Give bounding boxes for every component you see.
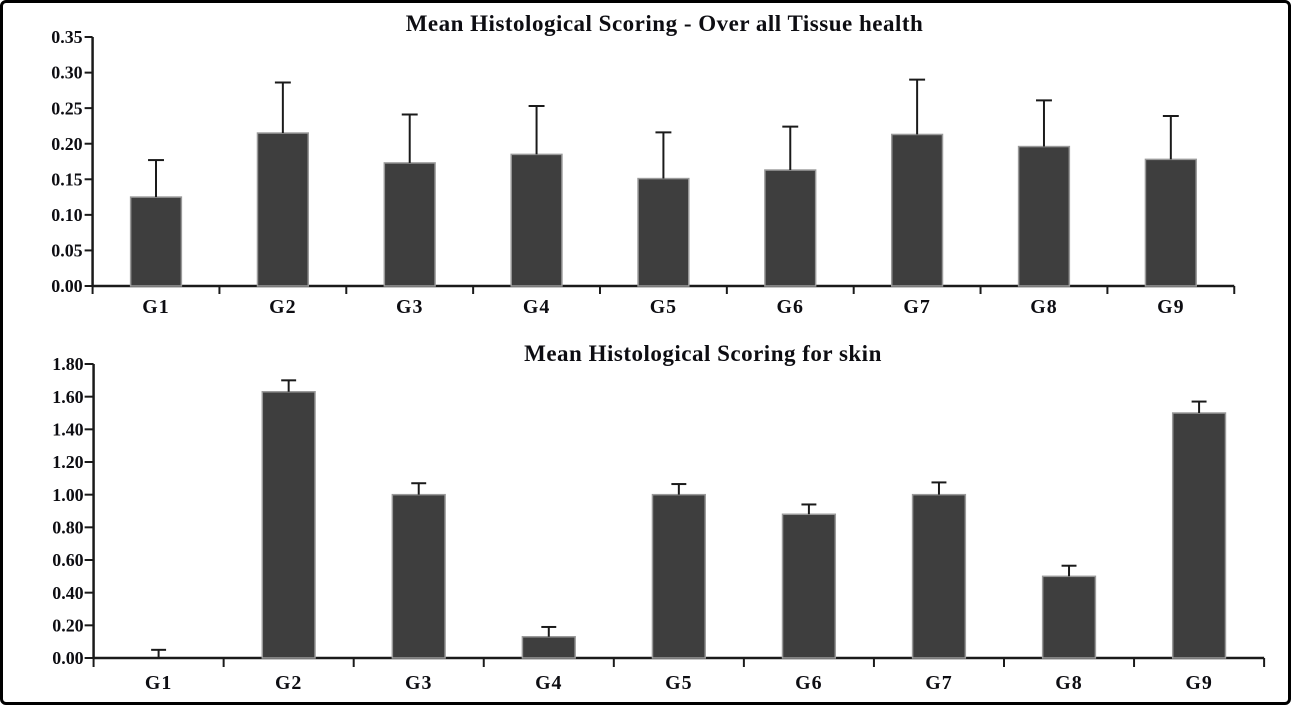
chart-canvas-tissue-health: 0.00 0.05 0.10 0.15 0.20 0.25 0.30 0.35 G1 G2 G3 G4… bbox=[51, 27, 1236, 318]
y-tick-label: 0.15 bbox=[51, 169, 82, 189]
x-category-label-G7: G7 bbox=[925, 672, 952, 694]
chart-tissue-health: 0.00 0.05 0.10 0.15 0.20 0.25 0.30 0.35 G1 G2 G3 G4… bbox=[3, 3, 1288, 333]
x-category-label-G5: G5 bbox=[665, 672, 692, 694]
y-tick-label: 0.35 bbox=[51, 27, 82, 47]
x-category-label-G4: G4 bbox=[523, 296, 550, 318]
y-tick-label: 0.60 bbox=[52, 550, 83, 570]
bar-G7 bbox=[890, 133, 944, 287]
bar-G4 bbox=[521, 636, 576, 659]
y-tick-label: 0.20 bbox=[51, 134, 82, 154]
y-tick-label: 0.05 bbox=[51, 241, 82, 261]
x-category-label-G3: G3 bbox=[405, 672, 432, 694]
bar-G6 bbox=[764, 169, 817, 287]
x-category-label-G7: G7 bbox=[903, 296, 930, 318]
chart-title-skin: Mean Histological Scoring for skin bbox=[524, 341, 882, 366]
x-category-label-G6: G6 bbox=[795, 672, 822, 694]
bar-G2 bbox=[261, 391, 316, 659]
y-tick-label: 0.80 bbox=[52, 517, 83, 537]
x-category-label-G3: G3 bbox=[396, 296, 423, 318]
x-category-label-G5: G5 bbox=[650, 296, 677, 318]
y-tick-label: 1.60 bbox=[52, 387, 83, 407]
y-tick-label: 0.00 bbox=[52, 648, 83, 668]
y-tick-label: 1.80 bbox=[52, 354, 83, 374]
y-tick-label: 0.00 bbox=[51, 276, 82, 296]
chart-title-tissue-health: Mean Histological Scoring - Over all Tis… bbox=[405, 11, 924, 36]
x-category-label-G9: G9 bbox=[1157, 296, 1184, 318]
y-tick-label: 1.00 bbox=[52, 485, 83, 505]
y-tick-label: 1.20 bbox=[52, 452, 83, 472]
x-category-label-G4: G4 bbox=[535, 672, 562, 694]
bar-G3 bbox=[383, 162, 436, 287]
x-category-label-G9: G9 bbox=[1185, 672, 1212, 694]
chart-skin: 0.00 0.20 0.40 0.60 0.80 1.00 1.20 1.40 1.60 1.80… bbox=[3, 333, 1288, 702]
chart-canvas-skin: 0.00 0.20 0.40 0.60 0.80 1.00 1.20 1.40 1.60 1.80… bbox=[52, 354, 1266, 694]
bar-G1 bbox=[129, 196, 183, 287]
bar-G5 bbox=[651, 493, 706, 659]
y-tick-label: 0.20 bbox=[52, 615, 83, 635]
y-tick-label: 0.30 bbox=[51, 63, 82, 83]
x-category-label-G6: G6 bbox=[777, 296, 804, 318]
y-tick-label: 0.40 bbox=[52, 583, 83, 603]
bar-G6 bbox=[781, 513, 837, 659]
bar-G9 bbox=[1171, 412, 1227, 659]
bar-G4 bbox=[510, 153, 563, 287]
y-tick-label: 0.10 bbox=[51, 205, 82, 225]
bar-G2 bbox=[256, 132, 309, 287]
y-tick-label: 1.40 bbox=[52, 419, 83, 439]
bar-G5 bbox=[637, 177, 690, 287]
bar-G8 bbox=[1017, 145, 1071, 287]
bar-G3 bbox=[391, 493, 446, 659]
x-category-label-G1: G1 bbox=[145, 672, 172, 694]
bar-G9 bbox=[1144, 158, 1197, 287]
x-category-label-G8: G8 bbox=[1055, 672, 1082, 694]
x-category-label-G8: G8 bbox=[1030, 296, 1057, 318]
bar-G8 bbox=[1041, 575, 1097, 659]
x-category-label-G2: G2 bbox=[275, 672, 302, 694]
y-tick-label: 0.25 bbox=[51, 98, 82, 118]
x-category-label-G2: G2 bbox=[269, 296, 296, 318]
bar-G7 bbox=[911, 493, 967, 659]
x-category-label-G1: G1 bbox=[142, 296, 169, 318]
